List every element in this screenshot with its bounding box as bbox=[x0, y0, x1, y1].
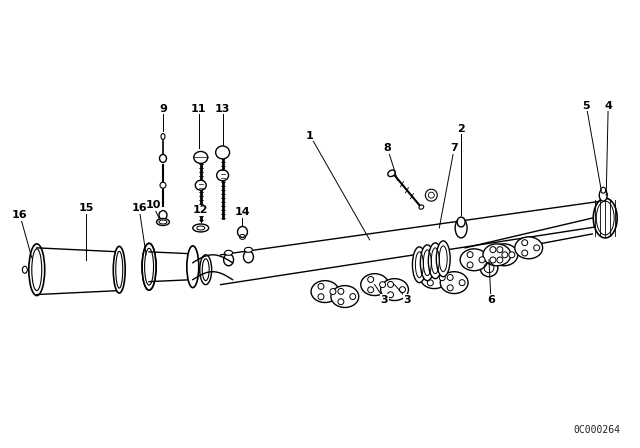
Circle shape bbox=[480, 259, 498, 277]
Ellipse shape bbox=[216, 146, 230, 159]
Circle shape bbox=[426, 189, 437, 201]
Ellipse shape bbox=[187, 246, 199, 288]
Ellipse shape bbox=[113, 246, 125, 293]
Circle shape bbox=[368, 287, 374, 293]
Text: 6: 6 bbox=[487, 294, 495, 305]
Ellipse shape bbox=[420, 267, 448, 289]
Text: 15: 15 bbox=[79, 203, 94, 213]
Circle shape bbox=[350, 293, 356, 300]
Ellipse shape bbox=[142, 243, 156, 290]
Ellipse shape bbox=[225, 250, 232, 255]
Ellipse shape bbox=[455, 218, 467, 238]
Text: 11: 11 bbox=[191, 104, 207, 114]
Circle shape bbox=[534, 245, 540, 251]
Ellipse shape bbox=[194, 151, 208, 164]
Text: 2: 2 bbox=[457, 124, 465, 134]
Text: 12: 12 bbox=[193, 205, 209, 215]
Text: 5: 5 bbox=[582, 101, 590, 111]
Circle shape bbox=[497, 257, 503, 263]
Ellipse shape bbox=[436, 241, 450, 277]
Circle shape bbox=[338, 289, 344, 294]
Ellipse shape bbox=[457, 217, 465, 227]
Circle shape bbox=[380, 282, 385, 288]
Ellipse shape bbox=[29, 244, 45, 296]
Text: 4: 4 bbox=[604, 101, 612, 111]
Ellipse shape bbox=[243, 251, 253, 263]
Circle shape bbox=[399, 287, 406, 293]
Ellipse shape bbox=[420, 245, 435, 280]
Ellipse shape bbox=[159, 211, 167, 220]
Ellipse shape bbox=[388, 170, 396, 177]
Circle shape bbox=[330, 289, 336, 294]
Ellipse shape bbox=[157, 219, 170, 225]
Circle shape bbox=[388, 281, 394, 288]
Circle shape bbox=[467, 262, 473, 268]
Ellipse shape bbox=[237, 227, 248, 237]
Ellipse shape bbox=[200, 255, 212, 284]
Text: 3: 3 bbox=[381, 294, 388, 305]
Text: 16: 16 bbox=[12, 210, 28, 220]
Text: 10: 10 bbox=[145, 200, 161, 210]
Ellipse shape bbox=[160, 182, 166, 188]
Ellipse shape bbox=[593, 198, 617, 238]
Ellipse shape bbox=[490, 244, 518, 266]
Ellipse shape bbox=[483, 244, 511, 266]
Circle shape bbox=[490, 247, 496, 253]
Ellipse shape bbox=[244, 247, 252, 252]
Text: 1: 1 bbox=[306, 130, 314, 141]
Ellipse shape bbox=[515, 237, 543, 259]
Ellipse shape bbox=[460, 249, 488, 271]
Circle shape bbox=[522, 240, 528, 246]
Circle shape bbox=[368, 276, 374, 282]
Circle shape bbox=[428, 280, 433, 286]
Ellipse shape bbox=[195, 180, 206, 190]
Ellipse shape bbox=[161, 134, 165, 139]
Ellipse shape bbox=[142, 243, 156, 290]
Ellipse shape bbox=[601, 187, 605, 193]
Circle shape bbox=[490, 257, 496, 263]
Circle shape bbox=[428, 270, 433, 276]
Ellipse shape bbox=[599, 189, 607, 201]
Circle shape bbox=[497, 247, 503, 253]
Text: 7: 7 bbox=[451, 143, 458, 154]
Ellipse shape bbox=[331, 286, 359, 307]
Circle shape bbox=[459, 280, 465, 286]
Circle shape bbox=[318, 294, 324, 300]
Circle shape bbox=[388, 292, 394, 298]
Ellipse shape bbox=[311, 280, 339, 302]
Circle shape bbox=[318, 284, 324, 289]
Ellipse shape bbox=[412, 247, 426, 283]
Circle shape bbox=[479, 257, 485, 263]
Text: 13: 13 bbox=[215, 104, 230, 114]
Text: 9: 9 bbox=[159, 104, 167, 114]
Text: 3: 3 bbox=[404, 294, 412, 305]
Circle shape bbox=[467, 252, 473, 258]
Text: 8: 8 bbox=[384, 143, 392, 154]
Ellipse shape bbox=[361, 274, 388, 296]
Circle shape bbox=[447, 285, 453, 291]
Ellipse shape bbox=[217, 170, 228, 181]
Ellipse shape bbox=[428, 243, 442, 279]
Ellipse shape bbox=[159, 155, 166, 162]
Circle shape bbox=[509, 252, 515, 258]
Ellipse shape bbox=[381, 279, 408, 301]
Text: 0C000264: 0C000264 bbox=[573, 425, 620, 435]
Ellipse shape bbox=[223, 254, 234, 266]
Ellipse shape bbox=[440, 271, 468, 293]
Circle shape bbox=[502, 252, 508, 258]
Ellipse shape bbox=[419, 205, 424, 209]
Circle shape bbox=[447, 275, 453, 280]
Circle shape bbox=[439, 275, 445, 280]
Ellipse shape bbox=[193, 224, 209, 232]
Circle shape bbox=[522, 250, 528, 256]
Circle shape bbox=[338, 299, 344, 305]
Text: 14: 14 bbox=[235, 207, 250, 217]
Text: 16: 16 bbox=[131, 203, 147, 213]
Ellipse shape bbox=[22, 266, 28, 273]
